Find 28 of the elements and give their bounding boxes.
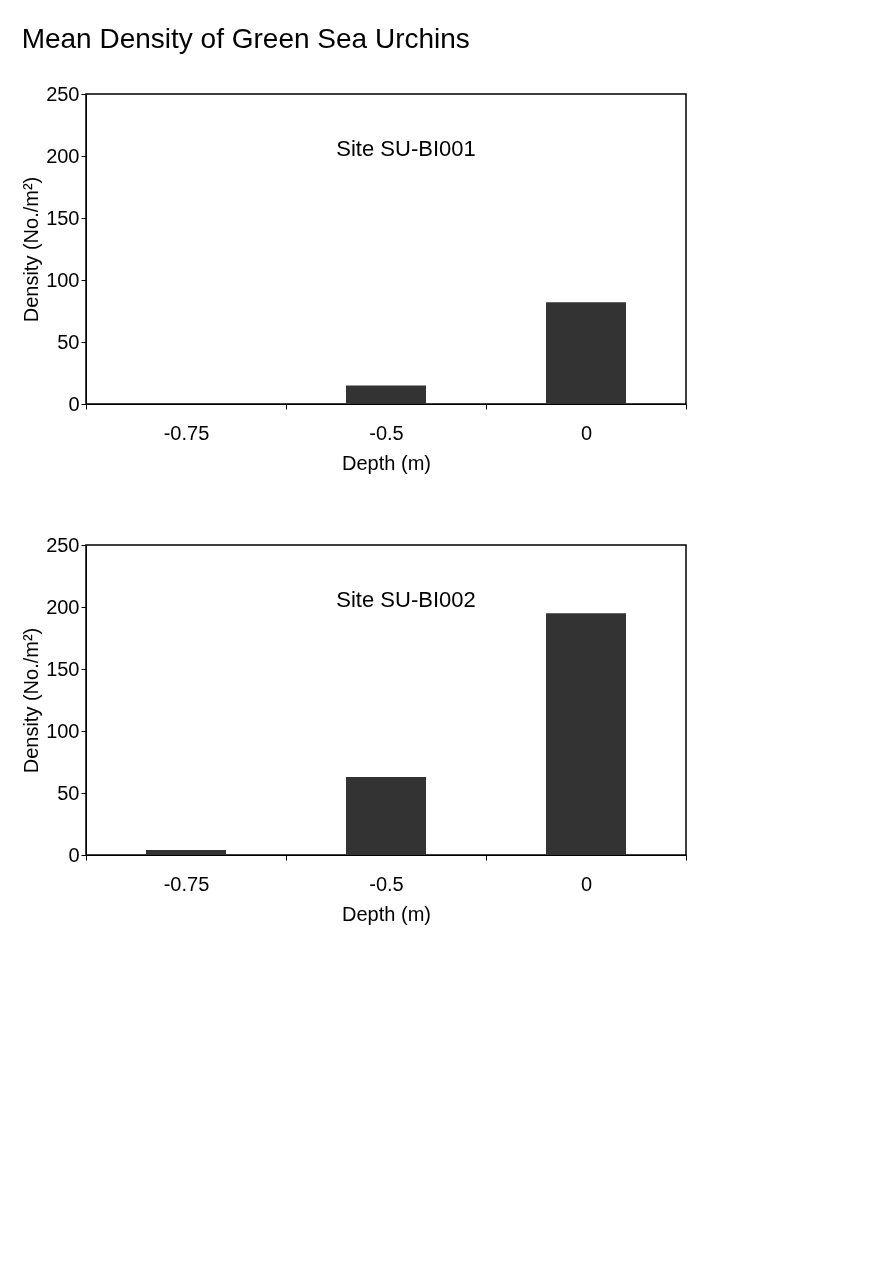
y-tick-label: 200 bbox=[46, 144, 80, 167]
x-tick-label: 0 bbox=[580, 421, 593, 444]
annotation: Site SU-BI001 bbox=[336, 136, 476, 161]
y-tick-label: 50 bbox=[57, 781, 80, 804]
y-tick-label: 100 bbox=[46, 719, 80, 742]
x-tick-label: -0.5 bbox=[369, 421, 404, 444]
x-tick-label: -0.75 bbox=[163, 872, 210, 895]
y-axis-title: Density (No./m²) bbox=[20, 627, 43, 774]
bar bbox=[146, 850, 226, 855]
x-axis-title: Depth (m) bbox=[342, 902, 431, 925]
y-tick-label: 250 bbox=[46, 533, 80, 556]
chart-title: Mean Density of Green Sea Urchins bbox=[21, 23, 470, 54]
y-tick-label: 0 bbox=[68, 392, 80, 415]
y-tick-label: 100 bbox=[46, 268, 80, 291]
y-tick-label: 250 bbox=[46, 82, 80, 105]
x-axis-title: Depth (m) bbox=[342, 451, 431, 474]
y-tick-label: 50 bbox=[57, 330, 80, 353]
x-tick-label: -0.5 bbox=[369, 872, 404, 895]
bar bbox=[546, 613, 626, 855]
x-tick-label: 0 bbox=[580, 872, 593, 895]
y-axis-title: Density (No./m²) bbox=[20, 176, 43, 323]
y-tick-label: 0 bbox=[68, 843, 80, 866]
y-tick-label: 150 bbox=[46, 206, 80, 229]
y-tick-label: 150 bbox=[46, 657, 80, 680]
x-tick-label: -0.75 bbox=[163, 421, 210, 444]
bar bbox=[346, 776, 426, 855]
annotation: Site SU-BI002 bbox=[336, 587, 476, 612]
y-tick-label: 200 bbox=[46, 595, 80, 618]
